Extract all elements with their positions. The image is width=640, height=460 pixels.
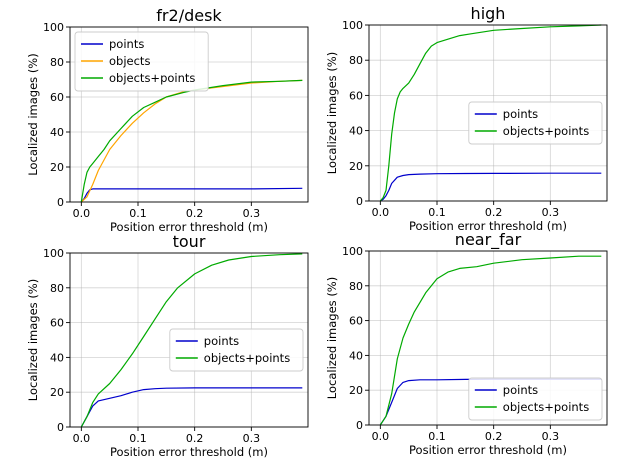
x-tick-label: 0.2 bbox=[186, 432, 204, 445]
plot-frame bbox=[368, 24, 608, 202]
x-tick-label: 0.1 bbox=[428, 206, 446, 219]
y-axis-label: Localized images (%) bbox=[26, 279, 40, 401]
y-tick-label: 80 bbox=[50, 56, 64, 69]
y-axis-label: Localized images (%) bbox=[325, 52, 339, 174]
x-axis-label: Position error threshold (m) bbox=[110, 445, 268, 459]
x-tick-label: 0.1 bbox=[129, 207, 147, 220]
legend-label: objects+points bbox=[109, 71, 195, 85]
x-axis-label: Position error threshold (m) bbox=[110, 220, 268, 234]
series-line-objects-points bbox=[379, 24, 602, 202]
y-tick-label: 60 bbox=[349, 89, 363, 102]
chart-title: fr2/desk bbox=[156, 6, 222, 25]
plot-frame bbox=[368, 250, 608, 426]
y-tick-label: 40 bbox=[349, 125, 363, 138]
legend-box bbox=[74, 31, 209, 92]
x-tick-label: 0.2 bbox=[485, 206, 503, 219]
x-tick-label: 0.3 bbox=[243, 432, 261, 445]
legend: points objects+points bbox=[468, 377, 603, 421]
legend-box bbox=[468, 377, 603, 421]
series-line-points bbox=[80, 187, 303, 203]
chart-title: near_far bbox=[455, 230, 522, 250]
y-tick-label: 100 bbox=[342, 245, 363, 258]
x-tick-label: 0.0 bbox=[372, 206, 390, 219]
legend-label: objects+points bbox=[503, 400, 589, 414]
x-tick-label: 0.2 bbox=[485, 430, 503, 443]
legend-label: objects bbox=[109, 54, 150, 68]
y-tick-label: 60 bbox=[50, 317, 64, 330]
x-tick-label: 0.0 bbox=[73, 207, 91, 220]
chart-title: high bbox=[471, 4, 506, 23]
y-tick-label: 20 bbox=[50, 386, 64, 399]
series-line-points bbox=[80, 387, 303, 428]
x-tick-label: 0.3 bbox=[542, 206, 560, 219]
y-tick-label: 80 bbox=[50, 282, 64, 295]
y-tick-label: 80 bbox=[349, 54, 363, 67]
legend: points objects+points bbox=[169, 328, 304, 372]
legend-label: objects+points bbox=[503, 124, 589, 138]
x-tick-label: 0.1 bbox=[129, 432, 147, 445]
legend: points objects objects+points bbox=[74, 31, 209, 92]
legend-label: points bbox=[109, 37, 144, 51]
x-tick-label: 0.3 bbox=[243, 207, 261, 220]
series-line-objects-points bbox=[379, 255, 602, 426]
y-tick-label: 20 bbox=[349, 384, 363, 397]
y-tick-label: 20 bbox=[349, 160, 363, 173]
legend-label: points bbox=[503, 383, 538, 397]
x-axis-label: Position error threshold (m) bbox=[409, 219, 567, 233]
chart-title: tour bbox=[173, 232, 206, 251]
y-tick-label: 60 bbox=[349, 315, 363, 328]
panel-high: 0.0 0.1 0.2 0.3 0 20 40 60 80 100 high Position err… bbox=[325, 4, 608, 233]
y-tick-label: 0 bbox=[356, 419, 363, 432]
x-tick-label: 0.1 bbox=[428, 430, 446, 443]
x-tick-label: 0.0 bbox=[372, 430, 390, 443]
y-tick-label: 0 bbox=[356, 195, 363, 208]
y-tick-label: 0 bbox=[57, 421, 64, 434]
x-axis-label: Position error threshold (m) bbox=[409, 443, 567, 457]
panel-near-far: 0.0 0.1 0.2 0.3 0 20 40 60 80 100 near_far Position… bbox=[325, 230, 608, 457]
legend: points objects+points bbox=[468, 101, 603, 145]
series-line-objects-points bbox=[80, 79, 303, 203]
y-axis-label: Localized images (%) bbox=[325, 277, 339, 399]
y-tick-label: 40 bbox=[349, 349, 363, 362]
legend-box bbox=[169, 328, 304, 372]
y-tick-label: 40 bbox=[50, 126, 64, 139]
series-line-points bbox=[379, 172, 602, 202]
legend-label: points bbox=[503, 107, 538, 121]
y-tick-label: 40 bbox=[50, 351, 64, 364]
y-tick-label: 100 bbox=[43, 247, 64, 260]
legend-box bbox=[468, 101, 603, 145]
series-line-objects bbox=[80, 79, 303, 203]
series-line-objects-points bbox=[80, 253, 303, 428]
y-tick-label: 100 bbox=[342, 19, 363, 32]
plot-frame bbox=[69, 26, 309, 203]
panel-fr2-desk: 0.0 0.1 0.2 0.3 0 20 40 60 80 100 fr2/desk Position… bbox=[26, 6, 309, 234]
y-tick-label: 20 bbox=[50, 161, 64, 174]
y-tick-label: 0 bbox=[57, 196, 64, 209]
plot-frame bbox=[69, 252, 309, 428]
y-tick-label: 80 bbox=[349, 280, 363, 293]
legend-label: points bbox=[204, 334, 239, 348]
y-tick-label: 100 bbox=[43, 21, 64, 34]
panel-tour: 0.0 0.1 0.2 0.3 0 20 40 60 80 100 tour Position err… bbox=[26, 232, 309, 459]
x-tick-label: 0.2 bbox=[186, 207, 204, 220]
legend-label: objects+points bbox=[204, 351, 290, 365]
y-tick-label: 60 bbox=[50, 91, 64, 104]
y-axis-label: Localized images (%) bbox=[26, 53, 40, 175]
x-tick-label: 0.0 bbox=[73, 432, 91, 445]
x-tick-label: 0.3 bbox=[542, 430, 560, 443]
